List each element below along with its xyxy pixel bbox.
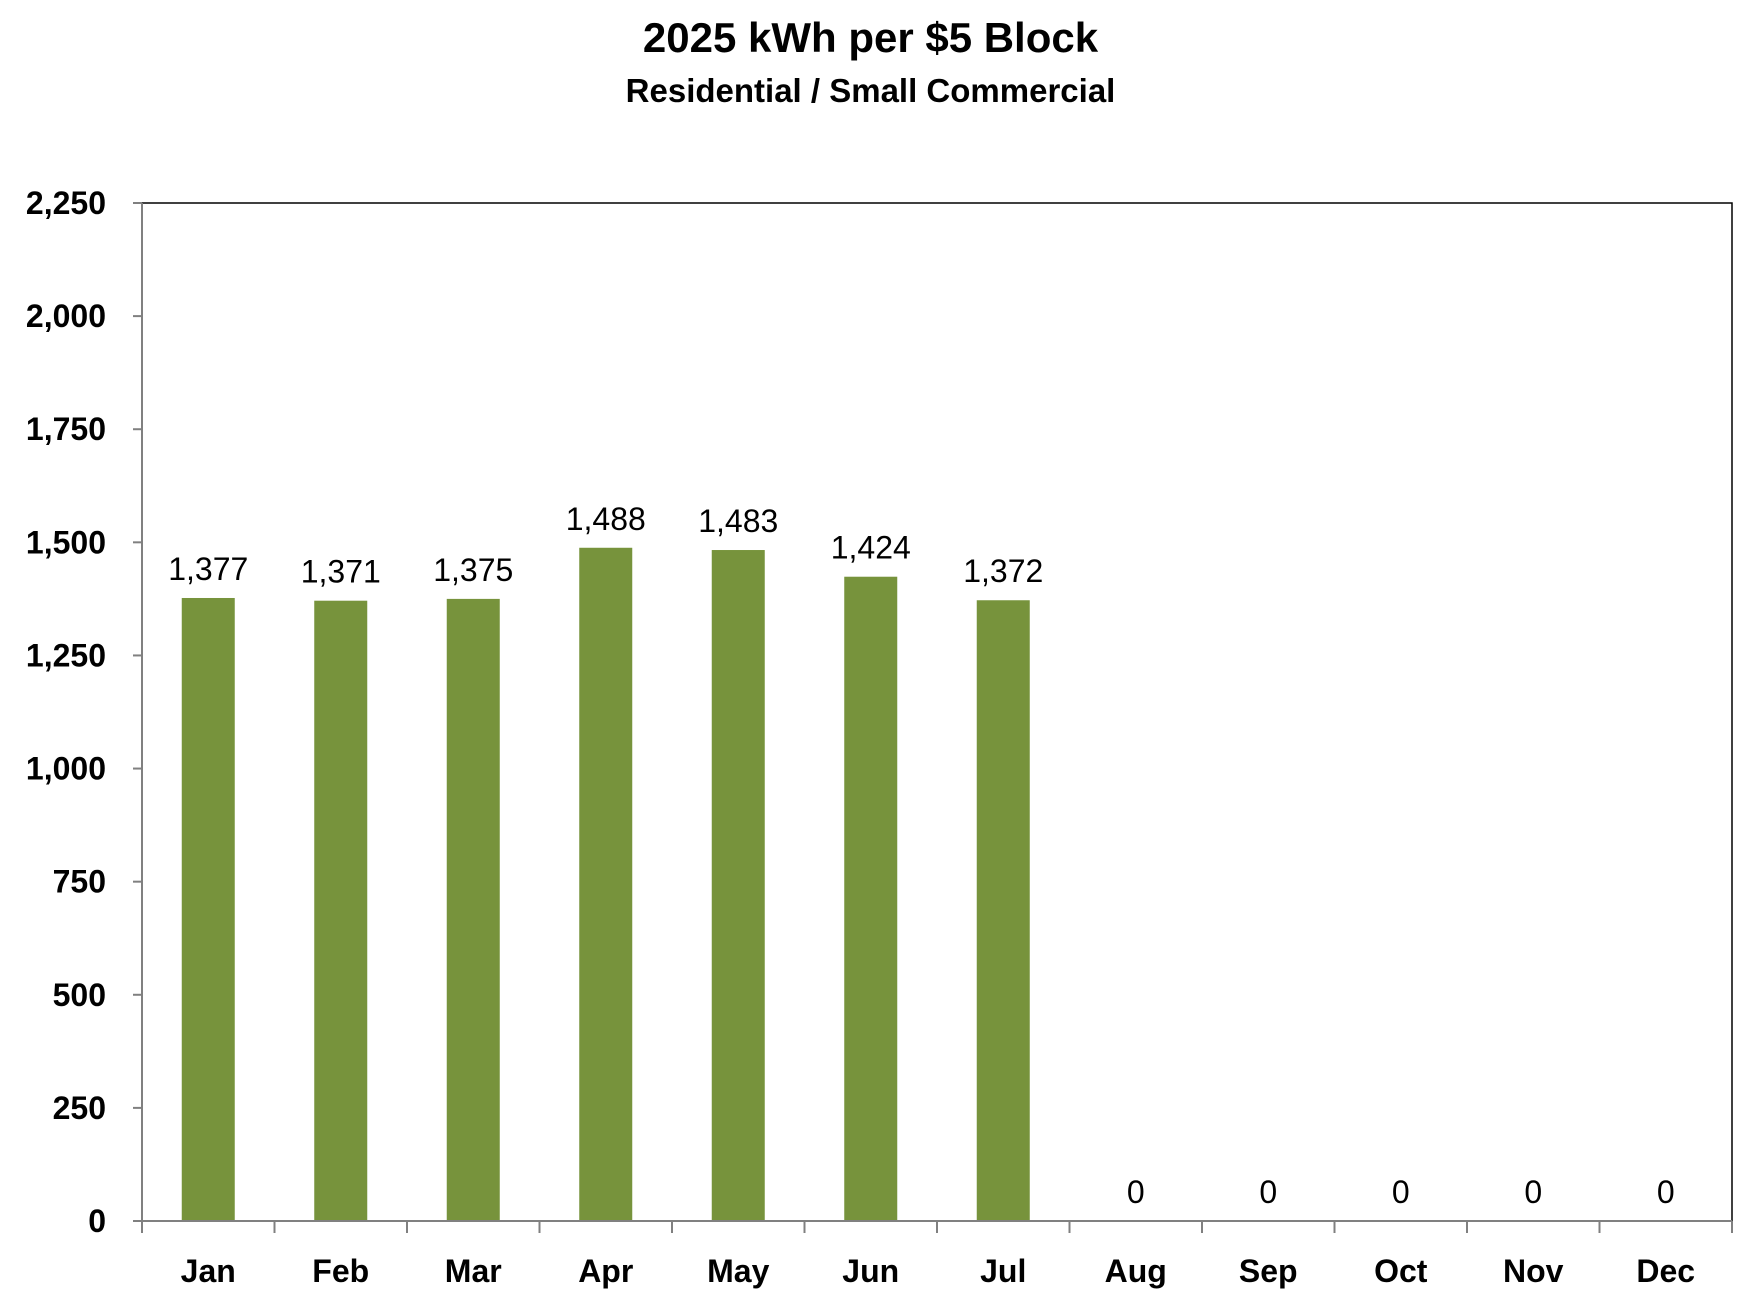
y-tick-label: 1,500 [26,524,106,560]
axes-layer: 0 250 500 750 1,000 1,250 1,500 1,750 2,000 2,250… [26,185,1733,1289]
x-tick-label-jan: Jan [181,1253,236,1289]
bars-layer [181,547,1030,1221]
bar-feb [314,600,368,1221]
plot-area-frame [141,202,1733,1222]
y-tick-label: 1,750 [26,411,106,447]
data-label-apr: 1,488 [566,501,646,537]
y-tick-label: 2,250 [26,185,106,221]
data-label-jun: 1,424 [831,530,911,566]
bar-jul [976,600,1030,1221]
bar-apr [579,547,633,1221]
data-label-aug: 0 [1127,1174,1145,1210]
chart-subtitle: Residential / Small Commercial [625,72,1116,109]
data-label-feb: 1,371 [301,554,381,590]
y-tick-label: 0 [88,1203,106,1239]
x-tick-label-sep: Sep [1239,1253,1298,1289]
y-tick-label: 2,000 [26,298,106,334]
data-label-oct: 0 [1392,1174,1410,1210]
y-tick-label: 750 [53,864,106,900]
data-label-jul: 1,372 [963,553,1043,589]
x-tick-label-jun: Jun [842,1253,899,1289]
x-tick-label-jul: Jul [980,1253,1026,1289]
x-tick-label-oct: Oct [1374,1253,1428,1289]
x-tick-label-apr: Apr [578,1253,633,1289]
y-tick-label: 500 [53,977,106,1013]
x-tick-label-mar: Mar [445,1253,502,1289]
data-label-may: 1,483 [698,503,778,539]
data-label-jan: 1,377 [168,551,248,587]
chart-title: 2025 kWh per $5 Block [642,14,1099,61]
y-tick-label: 1,250 [26,637,106,673]
x-tick-label-may: May [707,1253,769,1289]
bar-may [711,550,765,1221]
x-tick-label-nov: Nov [1503,1253,1564,1289]
bar-jan [181,597,235,1221]
y-tick-label: 1,000 [26,751,106,787]
data-label-sep: 0 [1259,1174,1277,1210]
bar-jun [844,576,898,1221]
x-tick-label-feb: Feb [312,1253,369,1289]
x-tick-label-dec: Dec [1636,1253,1695,1289]
x-tick-label-aug: Aug [1105,1253,1167,1289]
bar-mar [446,598,500,1221]
data-label-nov: 0 [1524,1174,1542,1210]
data-label-dec: 0 [1657,1174,1675,1210]
y-tick-label: 250 [53,1090,106,1126]
data-labels-layer: 1,377 1,371 1,375 1,488 1,483 1,424 1,372 0 0 0 0 0 [168,501,1674,1210]
data-label-mar: 1,375 [433,552,513,588]
